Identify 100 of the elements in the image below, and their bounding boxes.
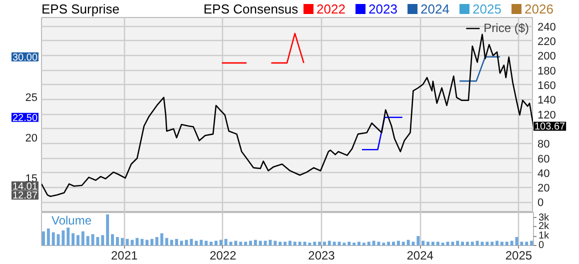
- bar: [155, 237, 158, 246]
- bar: [396, 240, 400, 246]
- bar: [402, 242, 405, 246]
- bar: [244, 242, 248, 246]
- bar: [146, 240, 148, 246]
- bar: [224, 238, 228, 246]
- bar: [284, 242, 287, 246]
- bar: [298, 242, 302, 246]
- y2-tick-label: 2k: [538, 221, 550, 232]
- bar: [466, 242, 469, 246]
- bar: [229, 242, 232, 246]
- bar: [184, 240, 188, 246]
- bar: [278, 242, 282, 246]
- bar: [496, 240, 498, 246]
- bar: [258, 240, 262, 246]
- y2-tick-label: 1k: [538, 230, 550, 242]
- legend-label: Price ($): [484, 21, 529, 35]
- bar: [476, 240, 479, 246]
- bar: [101, 235, 104, 246]
- bar: [254, 240, 257, 246]
- x-tick-label: 2023: [308, 248, 336, 262]
- bar: [308, 242, 312, 246]
- bar: [431, 242, 434, 246]
- bar: [416, 236, 420, 246]
- bar: [328, 240, 331, 246]
- bar: [86, 236, 90, 246]
- y-tick-label: 25: [25, 92, 38, 104]
- bar: [436, 242, 440, 246]
- bar: [180, 240, 183, 246]
- x-tick-label: 2022: [210, 248, 237, 262]
- bar: [456, 240, 460, 246]
- y2-tick-label: 40: [538, 168, 550, 180]
- bar: [348, 242, 351, 246]
- bar: [42, 231, 45, 246]
- y2-tick-label: 160: [538, 80, 556, 92]
- bar: [116, 237, 119, 246]
- bar: [46, 228, 50, 246]
- y2-tick-label: 200: [538, 50, 556, 63]
- bar: [120, 238, 124, 246]
- x-tick-label: 2025: [505, 248, 532, 262]
- y2-tick-label: 0: [538, 197, 544, 210]
- y2-tick-label: 240: [538, 21, 556, 34]
- bar: [525, 242, 528, 246]
- y2-tick-label: 3k: [538, 212, 550, 224]
- bar: [530, 240, 534, 246]
- bar: [500, 242, 504, 246]
- bar: [451, 242, 454, 246]
- y2-tick-label: 180: [538, 65, 556, 78]
- bar: [505, 242, 508, 246]
- y-tick-label: 20: [25, 132, 38, 145]
- bar: [387, 242, 390, 246]
- bar: [249, 240, 252, 246]
- bar: [332, 242, 336, 246]
- bar: [76, 235, 80, 246]
- x-tick-label: 2024: [406, 248, 434, 262]
- bar: [239, 242, 242, 246]
- legend-label: 2025: [472, 2, 502, 16]
- bar: [111, 234, 114, 246]
- bar: [392, 242, 395, 246]
- y2-tick-label: 80: [538, 138, 550, 151]
- bar: [318, 242, 322, 246]
- bar: [62, 230, 65, 246]
- bar: [81, 231, 84, 246]
- y2-tick-label: 60: [538, 153, 550, 166]
- bar: [520, 242, 524, 246]
- bar: [214, 240, 218, 246]
- y2-tick-label: 0: [538, 240, 544, 251]
- chart-title: Volume: [52, 214, 92, 228]
- bar: [106, 214, 110, 246]
- bar: [362, 242, 366, 246]
- bar: [136, 238, 139, 246]
- bar: [288, 240, 292, 246]
- y-tick-label: 22.50: [12, 112, 38, 124]
- bar: [219, 240, 222, 246]
- x-tick-label: 2021: [110, 248, 138, 262]
- bar: [342, 242, 346, 246]
- y2-tick-label: 20: [538, 182, 550, 195]
- bar: [367, 242, 370, 246]
- bar: [426, 242, 430, 246]
- bar: [274, 240, 277, 246]
- y-tick-label: 14.01: [12, 181, 38, 192]
- bar: [170, 240, 174, 246]
- bar: [175, 238, 178, 246]
- bar: [352, 242, 356, 246]
- chart-title: EPS Surprise: [42, 2, 120, 16]
- bar: [313, 242, 316, 246]
- bar: [52, 232, 55, 246]
- bar: [140, 238, 144, 246]
- bar: [264, 240, 267, 246]
- y-tick-label: 30.00: [12, 52, 38, 64]
- y-tick-label: 12.87: [12, 190, 38, 202]
- y2-tick-label: 103.67: [534, 122, 566, 133]
- legend-label: 2023: [368, 2, 398, 16]
- bar: [422, 240, 425, 246]
- bar: [490, 242, 494, 246]
- bar: [190, 238, 193, 246]
- bar: [358, 242, 360, 246]
- bar: [150, 238, 154, 246]
- y2-tick-label: 140: [538, 94, 556, 107]
- y2-tick-label: 220: [538, 36, 556, 48]
